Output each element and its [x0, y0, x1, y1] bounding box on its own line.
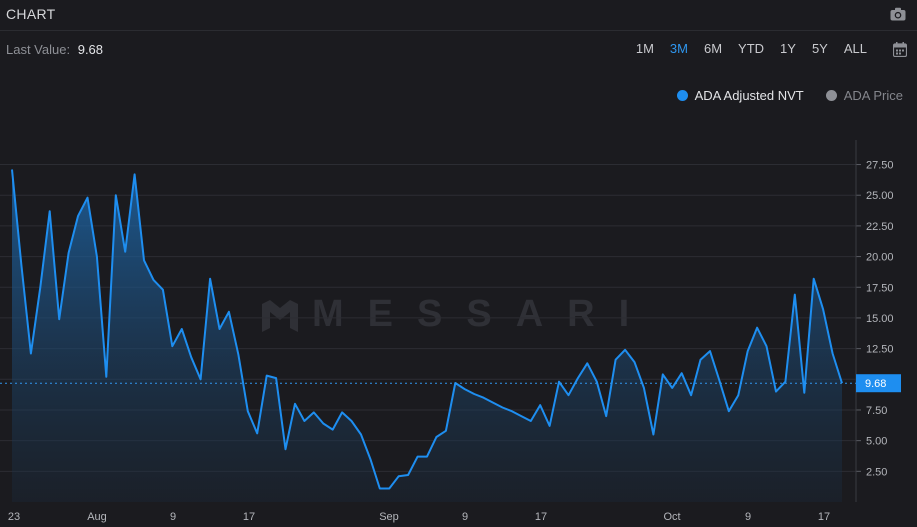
- y-tick-label: 25.00: [866, 190, 894, 202]
- chart-toolbar: Last Value: 9.68 1M 3M 6M YTD 1Y 5Y ALL: [0, 30, 917, 70]
- x-axis: 23 Aug 9 17 Sep 9 17 Oct 9 17: [8, 511, 830, 523]
- y-tick-label: 12.50: [866, 344, 894, 356]
- legend-dot-price: [825, 90, 837, 101]
- range-ytd[interactable]: YTD: [738, 41, 765, 56]
- nvt-series-line: [11, 169, 843, 490]
- last-value-marker: 9.68: [0, 374, 901, 393]
- messari-watermark: MESSARI: [262, 293, 653, 336]
- x-tick-label: 17: [818, 511, 830, 523]
- y-tick-label: 7.50: [866, 405, 887, 417]
- calendar-icon[interactable]: [893, 42, 907, 57]
- last-value-badge-label: 9.68: [865, 378, 886, 390]
- x-tick-label: 9: [462, 511, 468, 523]
- y-tick-label: 2.50: [866, 466, 887, 478]
- range-all[interactable]: ALL: [843, 41, 867, 56]
- x-tick-label: 17: [243, 511, 255, 523]
- range-5y[interactable]: 5Y: [811, 41, 828, 56]
- chart-legend: ADA Adjusted NVT ADA Price: [676, 88, 903, 103]
- y-tick-label: 20.00: [866, 252, 894, 264]
- legend-item-ada-price[interactable]: ADA Price: [825, 88, 903, 103]
- legend-label-nvt: ADA Adjusted NVT: [694, 88, 804, 103]
- nvt-area-fill: [12, 169, 842, 502]
- legend-item-ada-adjusted-nvt[interactable]: ADA Adjusted NVT: [676, 88, 804, 103]
- last-value-number: 9.68: [77, 42, 104, 57]
- y-tick-label: 15.00: [866, 313, 894, 325]
- x-tick-label: 17: [535, 511, 547, 523]
- last-value-badge: [856, 374, 901, 393]
- x-tick-label: Aug: [87, 511, 107, 523]
- x-tick-label: 9: [170, 511, 176, 523]
- camera-icon[interactable]: [890, 7, 906, 21]
- range-1m[interactable]: 1M: [635, 41, 654, 56]
- range-1y[interactable]: 1Y: [780, 41, 796, 56]
- y-tick-label: 17.50: [866, 282, 894, 294]
- watermark-text: MESSARI: [312, 293, 654, 335]
- legend-dot-nvt: [676, 90, 688, 101]
- y-axis: 2.505.007.5010.0012.5015.0017.5020.0022.…: [855, 140, 894, 502]
- last-value-label: Last Value:: [6, 42, 71, 57]
- x-tick-label: Oct: [663, 511, 680, 523]
- x-tick-label: Sep: [379, 511, 399, 523]
- y-tick-label: 27.50: [866, 160, 894, 172]
- area-layer: [11, 169, 843, 502]
- last-value: Last Value: 9.68: [6, 42, 103, 57]
- chart-header: CHART: [0, 0, 917, 31]
- legend-label-price: ADA Price: [843, 88, 903, 103]
- y-tick-label: 22.50: [866, 221, 894, 233]
- range-6m[interactable]: 6M: [703, 41, 723, 56]
- chart-title: CHART: [6, 6, 56, 22]
- range-selector: 1M 3M 6M YTD 1Y 5Y ALL: [628, 41, 875, 56]
- x-tick-label: 9: [745, 511, 751, 523]
- x-tick-label: 23: [8, 511, 20, 523]
- y-tick-label: 5.00: [866, 436, 887, 448]
- range-3m[interactable]: 3M: [669, 41, 688, 56]
- messari-logo-icon: [262, 299, 298, 332]
